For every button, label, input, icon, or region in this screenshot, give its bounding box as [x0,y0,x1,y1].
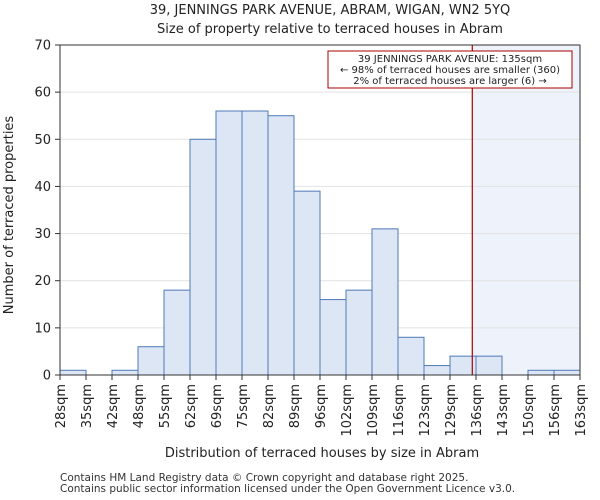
x-axis-label: Distribution of terraced houses by size … [165,446,479,461]
x-tick-label: 109sqm [366,384,381,437]
x-tick-label: 48sqm [132,384,147,428]
bar-42sqm [111,369,139,376]
footer-line-2: Contains public sector information licen… [60,483,516,495]
x-tick-label: 62sqm [184,384,199,428]
bar-102sqm [345,289,373,376]
y-axis-ticks: 0 10 20 30 40 50 60 70 [34,39,60,384]
bar-109sqm [371,228,399,376]
x-tick-label: 82sqm [262,384,277,428]
y-axis-label: Number of terraced properties [2,116,17,315]
annotation-line-2: ← 98% of terraced houses are smaller (36… [340,65,560,76]
x-tick-label: 42sqm [106,384,121,428]
x-tick-label: 129sqm [444,384,459,437]
x-tick-label: 35sqm [80,384,95,428]
y-tick-label: 50 [34,133,51,148]
bar-28sqm [59,369,87,376]
x-tick-label: 102sqm [340,384,355,437]
x-tick-label: 156sqm [548,384,563,437]
x-tick-label: 150sqm [522,384,537,437]
bar-96sqm [319,299,347,376]
y-tick-label: 20 [34,274,51,289]
bar-48sqm [137,346,165,376]
x-tick-label: 89sqm [288,384,303,428]
x-tick-label: 28sqm [54,384,69,428]
bar-136sqm [475,355,503,376]
y-tick-label: 10 [34,321,51,336]
bar-62sqm [189,138,217,376]
x-tick-label: 96sqm [314,384,329,428]
y-tick-label: 40 [34,180,51,195]
chart-subtitle: Size of property relative to terraced ho… [157,22,503,37]
bar-156sqm [553,369,581,376]
y-tick-label: 30 [34,227,51,242]
annotation-line-3: 2% of terraced houses are larger (6) → [353,76,547,87]
x-tick-label: 143sqm [496,384,511,437]
bar-69sqm [215,110,243,376]
bar-75sqm [241,110,269,376]
footer-line-1: Contains HM Land Registry data © Crown c… [60,472,469,484]
y-tick-label: 70 [34,39,51,54]
annotation-box: 39 JENNINGS PARK AVENUE: 135sqm ← 98% of… [327,50,573,89]
bar-89sqm [293,190,321,376]
annotation-line-1: 39 JENNINGS PARK AVENUE: 135sqm [358,54,542,65]
bar-150sqm [527,369,555,376]
x-tick-label: 116sqm [392,384,407,437]
x-tick-label: 75sqm [236,384,251,428]
x-tick-label: 123sqm [418,384,433,437]
bar-55sqm [163,289,191,376]
annotation-frame [327,50,573,89]
x-tick-label: 55sqm [158,384,173,428]
chart-title: 39, JENNINGS PARK AVENUE, ABRAM, WIGAN, … [150,3,511,18]
x-tick-label: 69sqm [210,384,225,428]
x-tick-label: 163sqm [574,384,589,437]
bar-82sqm [267,115,295,376]
larger-region-shade [472,45,580,375]
shade-layer [472,45,580,375]
y-tick-label: 60 [34,86,51,101]
x-tick-label: 136sqm [470,384,485,437]
bar-123sqm [423,365,451,376]
x-axis-ticks: 28sqm 35sqm 42sqm 48sqm 55sqm 62sqm 69sqm 75sqm… [54,375,589,437]
y-tick-label: 0 [43,369,51,384]
bar-116sqm [397,336,425,376]
